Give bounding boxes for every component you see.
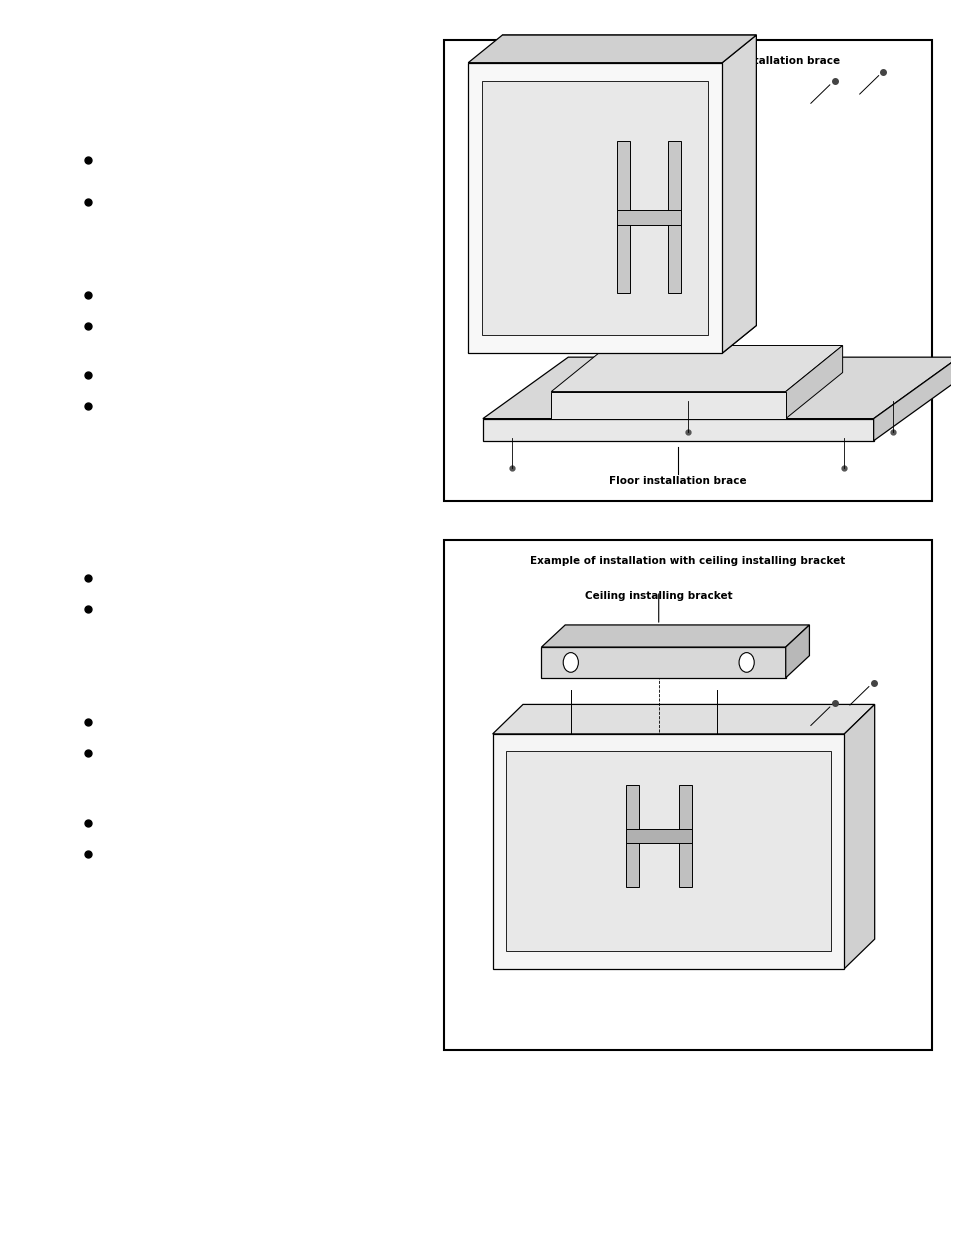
Text: Example of installation with floor installation brace: Example of installation with floor insta…: [536, 56, 840, 65]
Polygon shape: [468, 35, 756, 353]
Polygon shape: [664, 95, 691, 346]
Bar: [667, 141, 680, 293]
Polygon shape: [505, 751, 830, 951]
Polygon shape: [691, 77, 714, 346]
Bar: [616, 141, 629, 293]
Polygon shape: [873, 357, 953, 441]
Polygon shape: [468, 63, 721, 353]
Polygon shape: [785, 625, 808, 678]
Polygon shape: [785, 346, 841, 419]
Polygon shape: [843, 704, 874, 968]
Text: Example of installation with ceiling installing bracket: Example of installation with ceiling ins…: [530, 556, 844, 566]
Circle shape: [562, 652, 578, 672]
Polygon shape: [468, 35, 756, 63]
Bar: [443, 40, 931, 500]
Polygon shape: [482, 419, 873, 441]
Polygon shape: [721, 35, 756, 353]
Text: Ceiling installing bracket: Ceiling installing bracket: [584, 592, 732, 601]
Polygon shape: [541, 647, 785, 678]
Bar: [616, 210, 680, 225]
Polygon shape: [492, 704, 874, 734]
Bar: [443, 540, 931, 1050]
Polygon shape: [541, 625, 808, 647]
Polygon shape: [551, 391, 785, 419]
Bar: [625, 829, 691, 844]
Bar: [625, 785, 639, 887]
Polygon shape: [492, 734, 843, 968]
Polygon shape: [482, 357, 953, 419]
Polygon shape: [551, 346, 841, 391]
Polygon shape: [482, 82, 707, 335]
Text: Floor installation brace: Floor installation brace: [609, 475, 746, 485]
Polygon shape: [664, 77, 714, 95]
Circle shape: [739, 652, 754, 672]
Bar: [678, 785, 691, 887]
